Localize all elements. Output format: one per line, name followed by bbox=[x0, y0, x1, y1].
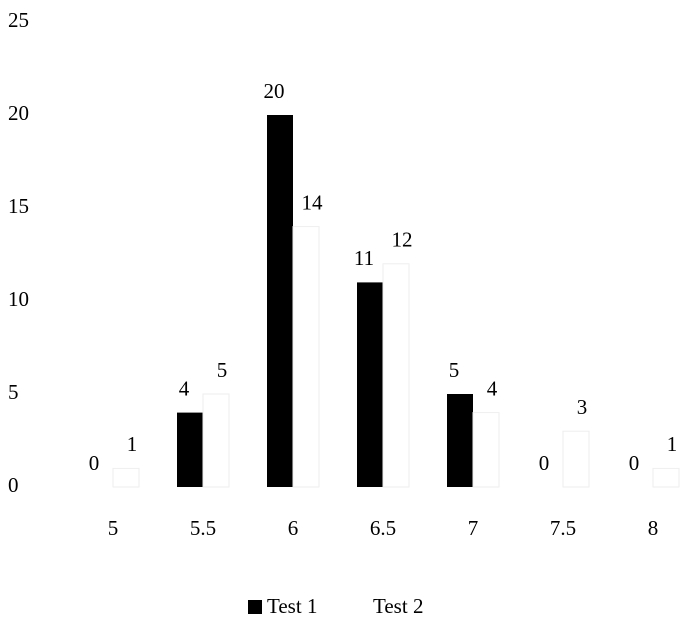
value-label: 1 bbox=[127, 432, 138, 456]
y-tick-label: 0 bbox=[8, 473, 19, 497]
value-label: 14 bbox=[302, 190, 324, 214]
bar bbox=[202, 393, 230, 488]
value-label: 0 bbox=[539, 451, 550, 475]
y-tick-label: 15 bbox=[8, 194, 29, 218]
y-tick-label: 25 bbox=[8, 8, 29, 32]
bar bbox=[447, 394, 473, 487]
legend-marker bbox=[248, 600, 262, 614]
value-label: 11 bbox=[354, 246, 374, 270]
value-label: 5 bbox=[449, 358, 460, 382]
x-tick-label: 7 bbox=[468, 516, 479, 540]
x-tick-label: 6.5 bbox=[370, 516, 396, 540]
legend-label: Test 2 bbox=[373, 594, 423, 618]
x-tick-label: 5.5 bbox=[190, 516, 216, 540]
y-tick-label: 5 bbox=[8, 380, 19, 404]
bar bbox=[357, 282, 383, 487]
x-tick-label: 8 bbox=[648, 516, 659, 540]
y-tick-label: 20 bbox=[8, 101, 29, 125]
value-label: 4 bbox=[179, 376, 190, 400]
value-label: 4 bbox=[487, 376, 498, 400]
value-label: 3 bbox=[577, 395, 588, 419]
bar bbox=[472, 412, 500, 488]
bar bbox=[292, 226, 320, 488]
x-tick-label: 5 bbox=[108, 516, 119, 540]
legend-marker bbox=[354, 600, 368, 614]
legend-label: Test 1 bbox=[267, 594, 317, 618]
value-label: 20 bbox=[264, 79, 285, 103]
value-label: 12 bbox=[392, 228, 413, 252]
bar bbox=[382, 263, 410, 488]
x-tick-label: 7.5 bbox=[550, 516, 576, 540]
value-label: 1 bbox=[667, 432, 678, 456]
value-label: 5 bbox=[217, 358, 228, 382]
bar bbox=[652, 467, 680, 488]
bar bbox=[267, 115, 293, 487]
x-tick-label: 6 bbox=[288, 516, 299, 540]
bar bbox=[177, 412, 203, 487]
value-label: 0 bbox=[629, 451, 640, 475]
bar bbox=[112, 467, 140, 488]
bar bbox=[562, 430, 590, 488]
y-tick-label: 10 bbox=[8, 287, 29, 311]
value-label: 0 bbox=[89, 451, 100, 475]
